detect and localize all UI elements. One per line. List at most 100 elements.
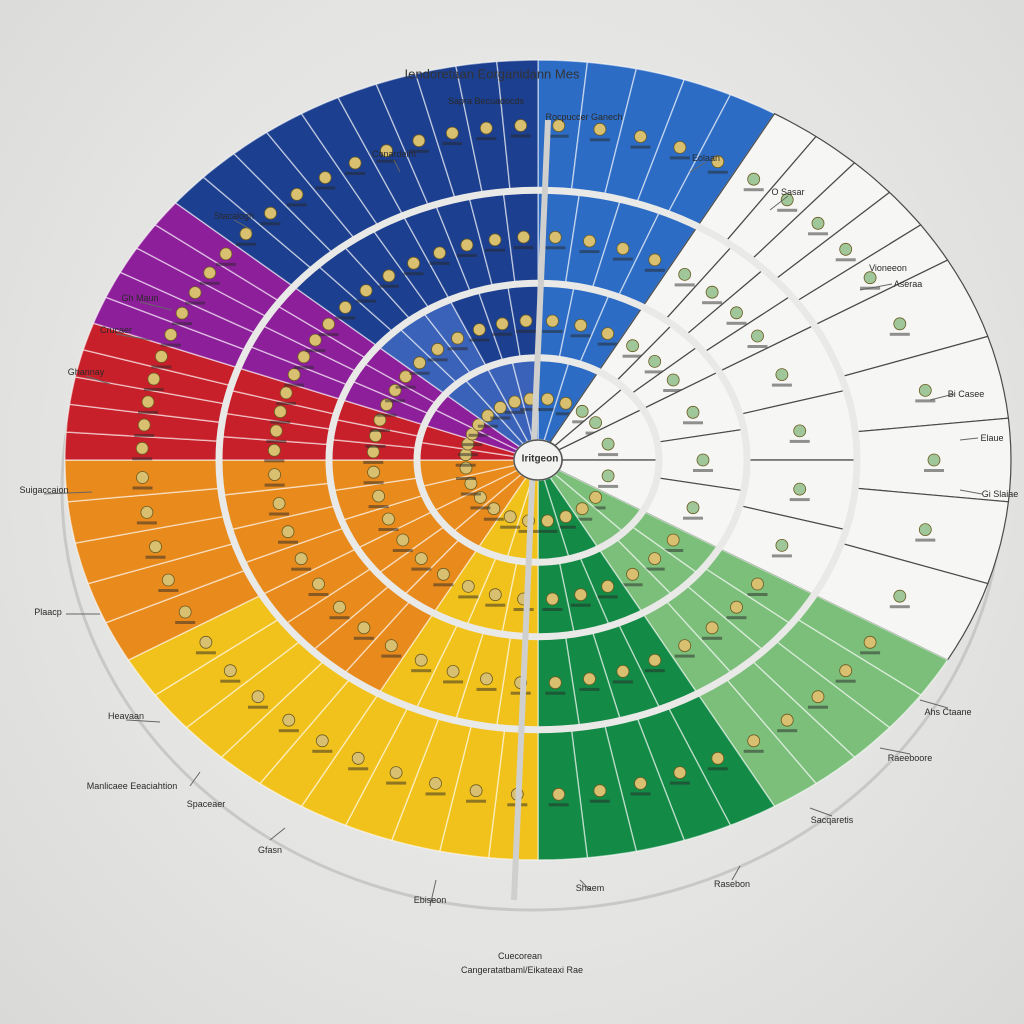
cell-marker-icon bbox=[593, 784, 607, 798]
cell-marker-icon bbox=[333, 600, 346, 614]
cell-caption bbox=[470, 506, 491, 510]
cell-caption bbox=[644, 370, 665, 374]
outer-label: Raeeboore bbox=[887, 753, 933, 763]
cell-caption bbox=[195, 651, 216, 655]
cell-marker-icon bbox=[481, 409, 495, 423]
outer-label: Stacalogh bbox=[213, 211, 255, 221]
cell-marker-icon bbox=[893, 589, 907, 603]
cell-caption bbox=[392, 549, 413, 552]
cell-caption bbox=[284, 383, 305, 387]
cell-caption bbox=[378, 528, 399, 531]
cell-caption bbox=[335, 316, 356, 320]
cell-caption bbox=[132, 457, 153, 461]
cell-marker-icon bbox=[673, 140, 687, 154]
outer-label: Manlicaee Eeaciahtion bbox=[86, 781, 178, 791]
cell-caption bbox=[458, 595, 479, 599]
cell-marker-icon bbox=[648, 653, 662, 667]
cell-caption bbox=[376, 159, 397, 163]
cell-caption bbox=[136, 521, 157, 525]
cell-caption bbox=[924, 469, 944, 472]
cell-caption bbox=[411, 669, 432, 673]
cell-caption bbox=[385, 399, 406, 403]
cell-marker-icon bbox=[711, 751, 725, 765]
cell-marker-icon bbox=[318, 171, 332, 185]
cell-marker-icon bbox=[479, 121, 493, 135]
cell-marker-icon bbox=[575, 404, 589, 418]
cell-marker-icon bbox=[413, 356, 427, 370]
cell-marker-icon bbox=[711, 155, 725, 169]
cell-marker-icon bbox=[546, 592, 559, 606]
cell-caption bbox=[172, 322, 193, 326]
cell-caption bbox=[663, 389, 684, 392]
cell-marker-icon bbox=[268, 468, 282, 482]
cell-caption bbox=[134, 434, 155, 437]
leader-line bbox=[139, 301, 173, 311]
cell-caption bbox=[308, 593, 329, 596]
cell-marker-icon bbox=[780, 713, 794, 727]
cell-caption bbox=[403, 272, 424, 276]
outer-label: Aseraa bbox=[893, 279, 923, 289]
cell-caption bbox=[427, 358, 448, 362]
cell-caption bbox=[545, 691, 566, 695]
leader-line bbox=[85, 375, 111, 385]
cell-caption bbox=[598, 484, 619, 488]
cell-marker-icon bbox=[559, 396, 573, 410]
cell-marker-icon bbox=[264, 206, 277, 220]
outer-label: O Sasar bbox=[771, 187, 805, 197]
cell-marker-icon bbox=[730, 306, 743, 320]
cell-caption bbox=[663, 549, 684, 552]
outer-label: Bi Casee bbox=[947, 389, 985, 399]
outer-label: Elaue bbox=[980, 433, 1004, 443]
vertical-divider bbox=[511, 119, 551, 901]
cell-marker-icon bbox=[287, 368, 301, 382]
cell-caption bbox=[630, 145, 651, 149]
cell-caption bbox=[318, 333, 339, 337]
cell-caption bbox=[264, 459, 285, 463]
cell-marker-icon bbox=[178, 605, 192, 619]
cell-caption bbox=[363, 460, 384, 464]
cell-marker-icon bbox=[863, 271, 877, 285]
cell-marker-icon bbox=[436, 567, 450, 581]
leader-line bbox=[689, 161, 707, 173]
cell-caption bbox=[425, 792, 446, 796]
cell-caption bbox=[612, 257, 633, 261]
cell-caption bbox=[363, 481, 384, 485]
cell-marker-icon bbox=[251, 690, 265, 704]
cell-caption bbox=[597, 342, 618, 346]
outer-label: Shaem bbox=[575, 883, 605, 893]
cell-caption bbox=[542, 608, 563, 611]
cell-caption bbox=[476, 137, 497, 141]
cell-caption bbox=[747, 593, 768, 596]
cell-caption bbox=[598, 453, 619, 457]
cell-marker-icon bbox=[495, 317, 509, 331]
cell-marker-icon bbox=[294, 552, 308, 566]
cell-caption bbox=[789, 439, 810, 443]
cell-marker-icon bbox=[775, 368, 789, 382]
cell-marker-icon bbox=[175, 306, 189, 320]
cell-caption bbox=[368, 505, 389, 509]
cell-marker-icon bbox=[514, 119, 528, 132]
cell-marker-icon bbox=[269, 424, 283, 438]
cell-caption bbox=[702, 636, 723, 640]
cell-marker-icon bbox=[601, 580, 615, 593]
cell-caption bbox=[622, 583, 643, 587]
cell-caption bbox=[500, 525, 521, 529]
cell-marker-icon bbox=[705, 285, 719, 299]
cell-marker-icon bbox=[407, 256, 421, 270]
cell-marker-icon bbox=[281, 525, 295, 539]
cell-caption bbox=[542, 330, 563, 333]
cell-caption bbox=[707, 767, 728, 771]
leader-line bbox=[115, 333, 151, 341]
outer-label: Ebiseon bbox=[413, 895, 447, 905]
diagram-subtitle: Sapra Becuadocds bbox=[447, 96, 525, 106]
cell-caption bbox=[771, 554, 792, 558]
cell-caption bbox=[329, 616, 350, 620]
top-label: Rocpuccer Ganech bbox=[545, 112, 623, 122]
cell-caption bbox=[386, 781, 407, 785]
outer-label: Suigaccaion bbox=[19, 485, 69, 495]
cell-caption bbox=[777, 208, 798, 212]
cell-marker-icon bbox=[552, 119, 566, 133]
leader-line bbox=[43, 491, 93, 495]
cell-caption bbox=[644, 669, 665, 673]
leader-line bbox=[859, 283, 893, 291]
